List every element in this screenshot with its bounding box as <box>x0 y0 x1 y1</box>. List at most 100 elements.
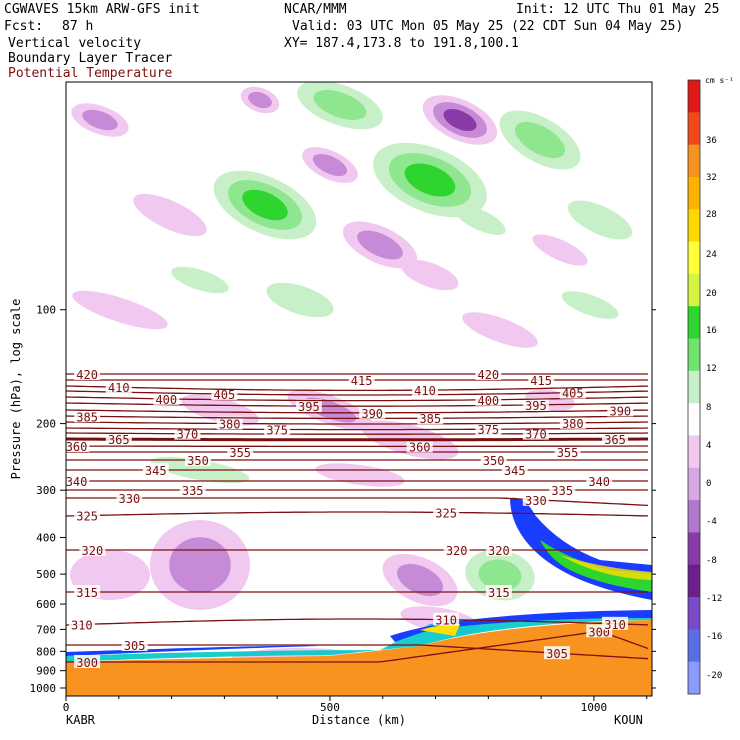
theta-contour-330 <box>66 497 649 507</box>
theta-label: 335 <box>551 484 573 498</box>
theta-contour-385 <box>66 415 648 420</box>
colorbar-segment <box>688 435 700 469</box>
theta-label-bg <box>475 422 502 436</box>
theta-label: 375 <box>266 423 288 437</box>
theta-label-bg <box>105 380 132 394</box>
cross-section-coords: XY= 187.4,173.8 to 191.8,100.1 <box>284 36 519 51</box>
theta-label-bg <box>549 483 576 496</box>
velocity-contour <box>242 189 288 221</box>
theta-label: 330 <box>119 492 141 506</box>
theta-label-bg <box>586 474 613 487</box>
y-tick-label: 500 <box>36 568 56 581</box>
theta-label-bg <box>79 543 106 556</box>
velocity-contour <box>396 563 444 597</box>
velocity-contour <box>248 91 272 109</box>
theta-label-bg <box>485 585 512 598</box>
theta-label-bg <box>66 474 90 487</box>
colorbar-tick-label: 12 <box>706 364 717 374</box>
colorbar-segment <box>688 403 700 436</box>
colorbar-tick-label: 20 <box>706 289 717 299</box>
init-time: Init: 12 UTC Thu 01 May 25 <box>516 2 720 17</box>
theta-label: 325 <box>76 510 98 524</box>
theta-label: 410 <box>414 384 436 398</box>
theta-label-bg <box>443 543 470 556</box>
theta-label-bg <box>74 585 101 598</box>
theta-label-bg <box>543 646 570 660</box>
theta-label: 385 <box>419 412 441 426</box>
y-tick-label: 300 <box>36 484 56 497</box>
theta-label: 370 <box>177 428 199 442</box>
model-title: CGWAVES 15km ARW-GFS init <box>4 2 200 17</box>
colorbar-tick-label: -20 <box>706 671 722 681</box>
theta-label-bg <box>559 415 586 429</box>
theta-label: 310 <box>604 618 626 632</box>
theta-label: 345 <box>504 464 526 478</box>
forecast-hour: 87 h <box>62 19 94 34</box>
colorbar-tick-label: 24 <box>706 250 717 260</box>
colorbar-segment <box>688 144 700 178</box>
theta-contour-325 <box>66 511 649 517</box>
y-tick-label: 800 <box>36 645 56 658</box>
forecast-label: Fcst: <box>4 19 44 34</box>
theta-label: 340 <box>66 475 88 489</box>
boundary-layer-tracer-field <box>66 497 652 696</box>
theta-label: 360 <box>409 440 431 454</box>
theta-label-bg <box>433 505 460 519</box>
theta-label: 310 <box>435 614 457 628</box>
y-axis-title: Pressure (hPa), log scale <box>9 299 23 480</box>
theta-label: 390 <box>361 407 383 421</box>
pbl-plume-green <box>540 540 652 592</box>
velocity-contour <box>478 559 522 591</box>
theta-label: 380 <box>219 418 241 432</box>
colorbar-outline <box>687 79 701 695</box>
colorbar-segment <box>688 209 700 243</box>
theta-label: 370 <box>525 428 547 442</box>
x-tick-label: 0 <box>63 701 70 714</box>
theta-label: 325 <box>435 506 457 520</box>
colorbar-segment <box>688 80 700 113</box>
velocity-contour <box>312 153 348 177</box>
theta-label: 315 <box>76 586 98 600</box>
colorbar-tick-label: 4 <box>706 441 711 451</box>
y-tick-label: 700 <box>36 623 56 636</box>
left-endpoint-label: KABR <box>66 713 96 727</box>
theta-label: 410 <box>108 381 130 395</box>
theta-label-bg <box>74 655 101 668</box>
theta-label: 320 <box>82 544 104 558</box>
theta-label-bg <box>121 638 148 651</box>
right-endpoint-label: KOUN <box>614 713 643 727</box>
y-tick-label: 1000 <box>30 682 57 695</box>
plot-frame <box>65 81 653 697</box>
theta-label: 300 <box>76 656 98 670</box>
colorbar-segment <box>688 500 700 533</box>
theta-label: 335 <box>182 484 204 498</box>
theta-label-bg <box>406 439 433 453</box>
colorbar-tick-label: -4 <box>706 517 717 527</box>
x-axis-title: Distance (km) <box>312 713 406 727</box>
theta-label-bg <box>475 367 502 380</box>
theta-label-bg <box>528 373 555 386</box>
colorbar-segment <box>688 564 700 598</box>
colorbar-tick-label: 32 <box>706 173 717 183</box>
colorbar-segment <box>688 306 700 340</box>
theta-label-bg <box>607 403 634 417</box>
field-boundary-layer-tracer: Boundary Layer Tracer <box>8 51 173 66</box>
theta-label: 375 <box>477 423 499 437</box>
theta-label: 390 <box>609 404 631 418</box>
theta-label: 360 <box>66 440 88 454</box>
theta-label: 305 <box>546 647 568 661</box>
theta-label-bg <box>485 543 512 556</box>
theta-label: 395 <box>298 400 320 414</box>
velocity-contour <box>443 108 477 132</box>
colorbar: 36 32 28 24 20 16 12 8 4 0 -4 -8 -12 -16 -20 <box>687 79 722 695</box>
theta-label: 395 <box>525 399 547 413</box>
colorbar-unit: cm s⁻¹ <box>705 76 734 85</box>
theta-label: 405 <box>214 388 236 402</box>
pbl-plume-yellow <box>560 555 652 580</box>
theta-label: 420 <box>76 368 98 382</box>
velocity-contour <box>401 259 459 291</box>
theta-label: 320 <box>446 544 468 558</box>
theta-label-bg <box>153 391 180 405</box>
theta-label-bg <box>184 453 211 466</box>
